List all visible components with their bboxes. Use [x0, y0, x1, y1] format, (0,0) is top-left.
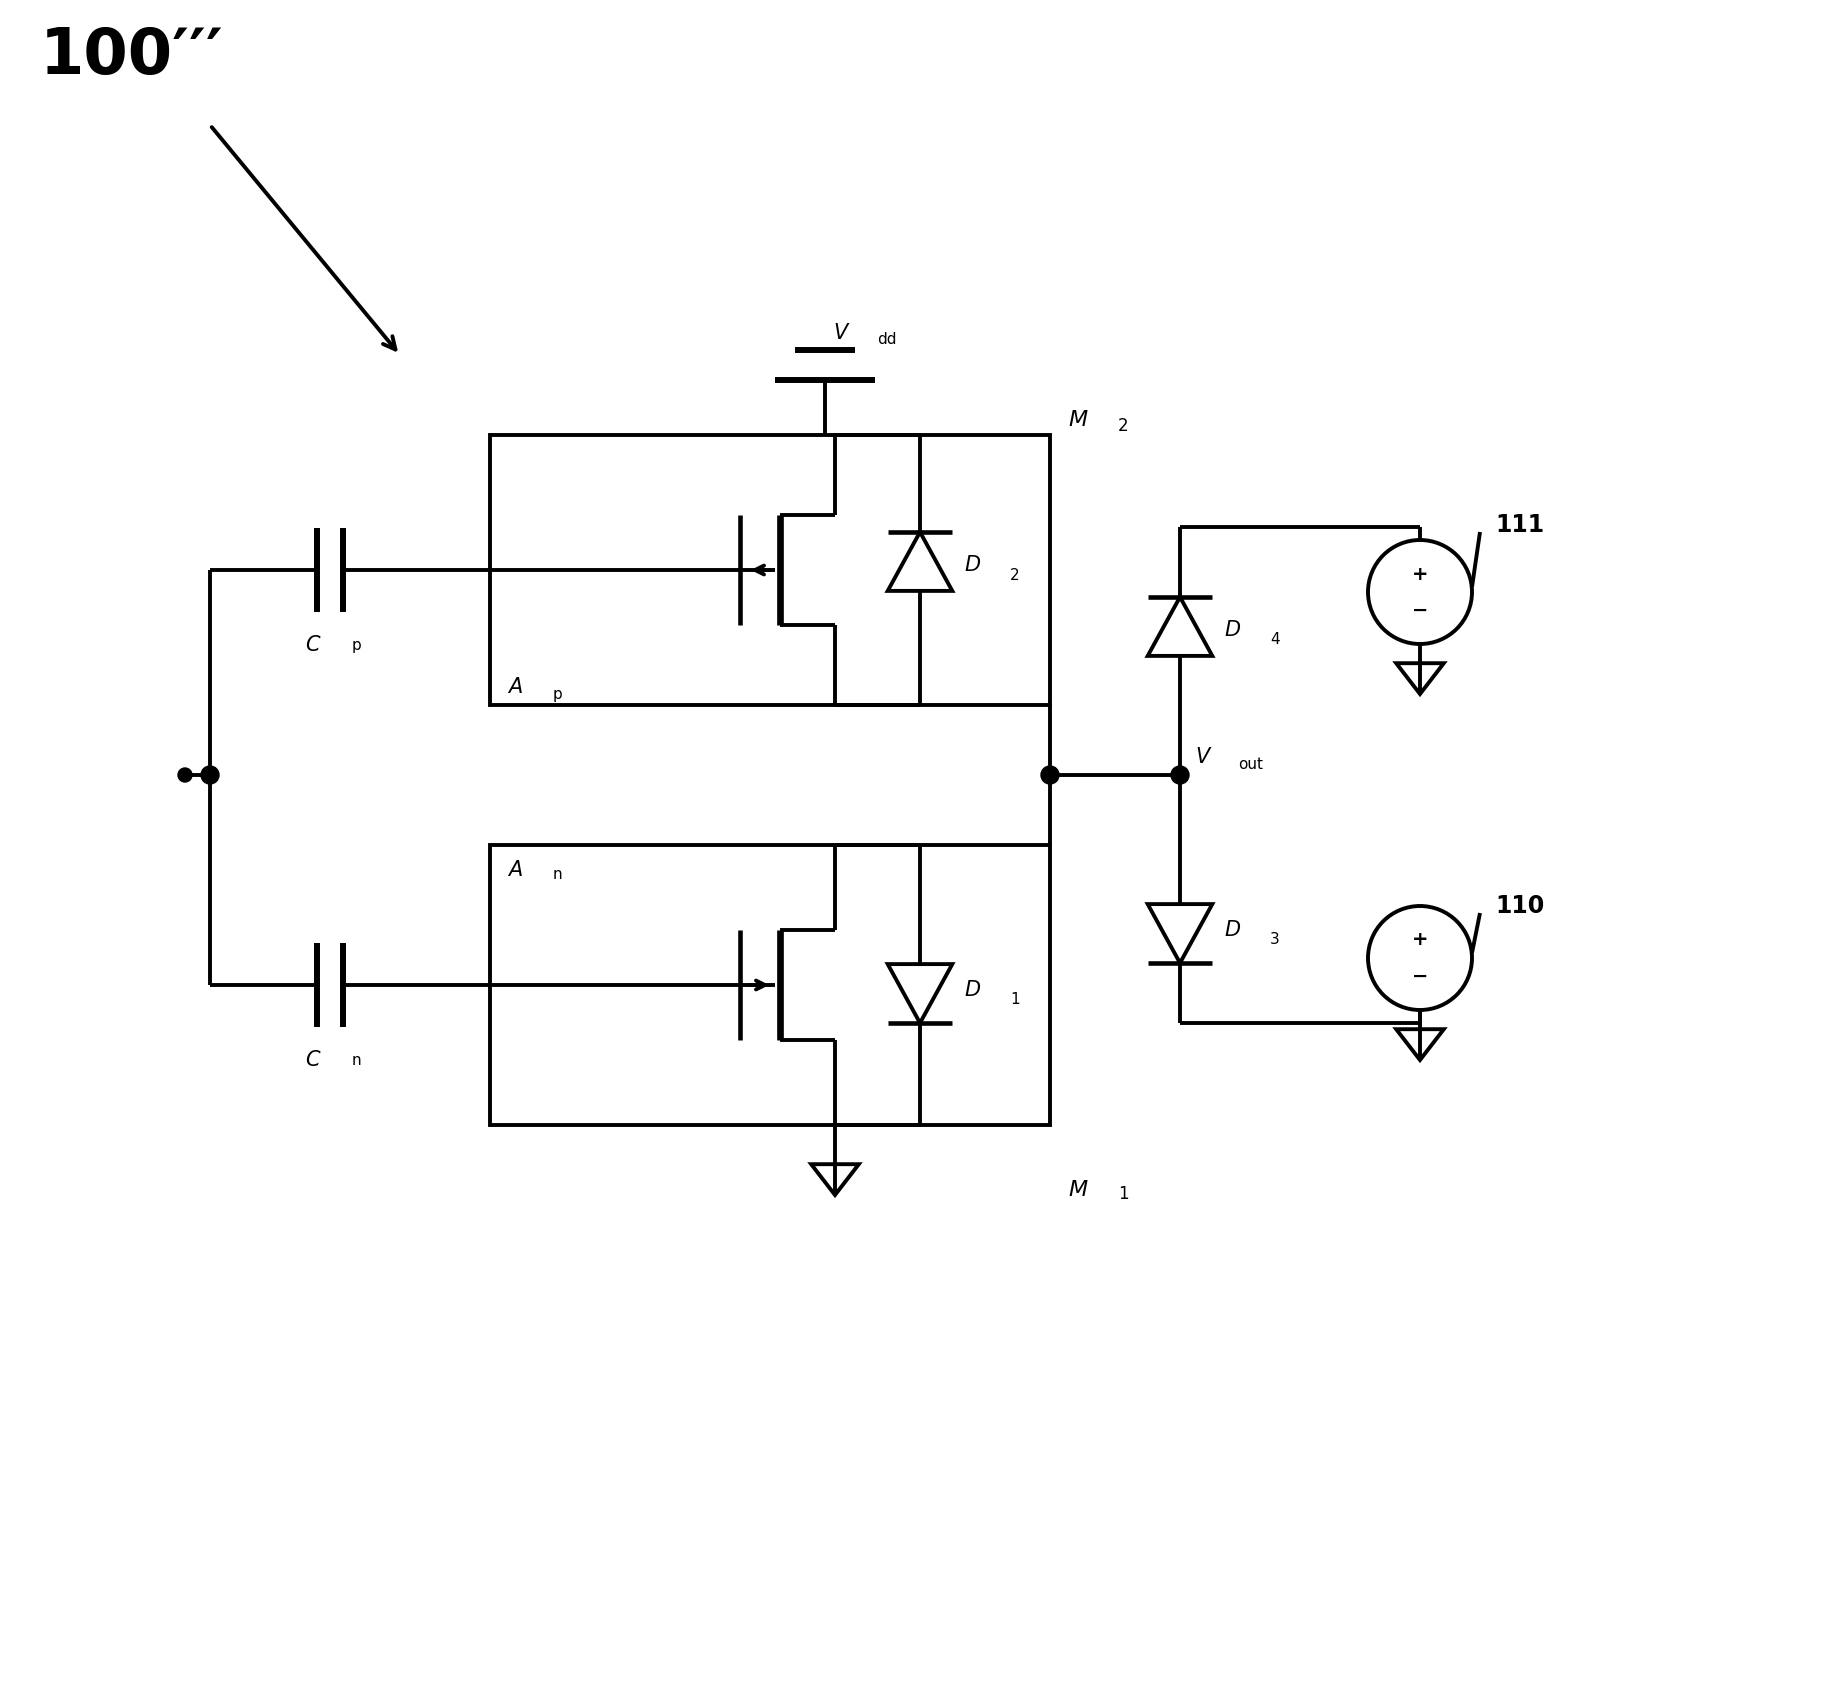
Text: M: M	[1068, 409, 1086, 430]
Text: −: −	[1412, 600, 1428, 619]
Text: D: D	[964, 556, 980, 575]
Text: dd: dd	[876, 332, 896, 348]
Text: p: p	[351, 638, 362, 653]
Polygon shape	[887, 532, 953, 592]
Text: 3: 3	[1269, 933, 1280, 948]
Polygon shape	[1149, 904, 1213, 963]
Text: 1: 1	[1010, 992, 1019, 1008]
Text: n: n	[351, 1054, 362, 1067]
Text: 100′′′: 100′′′	[40, 26, 223, 87]
Text: A: A	[508, 677, 523, 697]
Text: D: D	[964, 980, 980, 1001]
Text: D: D	[1224, 621, 1240, 639]
Text: V: V	[832, 322, 847, 343]
Circle shape	[201, 766, 219, 784]
Text: 1: 1	[1118, 1185, 1128, 1204]
Text: 111: 111	[1494, 513, 1544, 537]
Text: D: D	[1224, 921, 1240, 939]
Text: V: V	[1194, 747, 1209, 767]
Text: +: +	[1412, 564, 1428, 583]
Text: p: p	[552, 687, 563, 702]
Polygon shape	[887, 963, 953, 1023]
Text: C: C	[305, 634, 320, 655]
Text: M: M	[1068, 1180, 1086, 1200]
Text: 2: 2	[1010, 568, 1019, 583]
Circle shape	[1041, 766, 1059, 784]
Bar	[490, 846, 1050, 1125]
Text: 2: 2	[1118, 418, 1128, 435]
Polygon shape	[1149, 597, 1213, 656]
Text: 110: 110	[1494, 893, 1544, 917]
Text: n: n	[552, 868, 563, 881]
Text: C: C	[305, 1050, 320, 1071]
Text: out: out	[1238, 757, 1264, 772]
Circle shape	[177, 767, 192, 783]
Circle shape	[1171, 766, 1189, 784]
Bar	[490, 435, 1050, 704]
Text: A: A	[508, 859, 523, 880]
Text: −: −	[1412, 967, 1428, 985]
Text: 4: 4	[1269, 633, 1280, 648]
Text: +: +	[1412, 931, 1428, 950]
